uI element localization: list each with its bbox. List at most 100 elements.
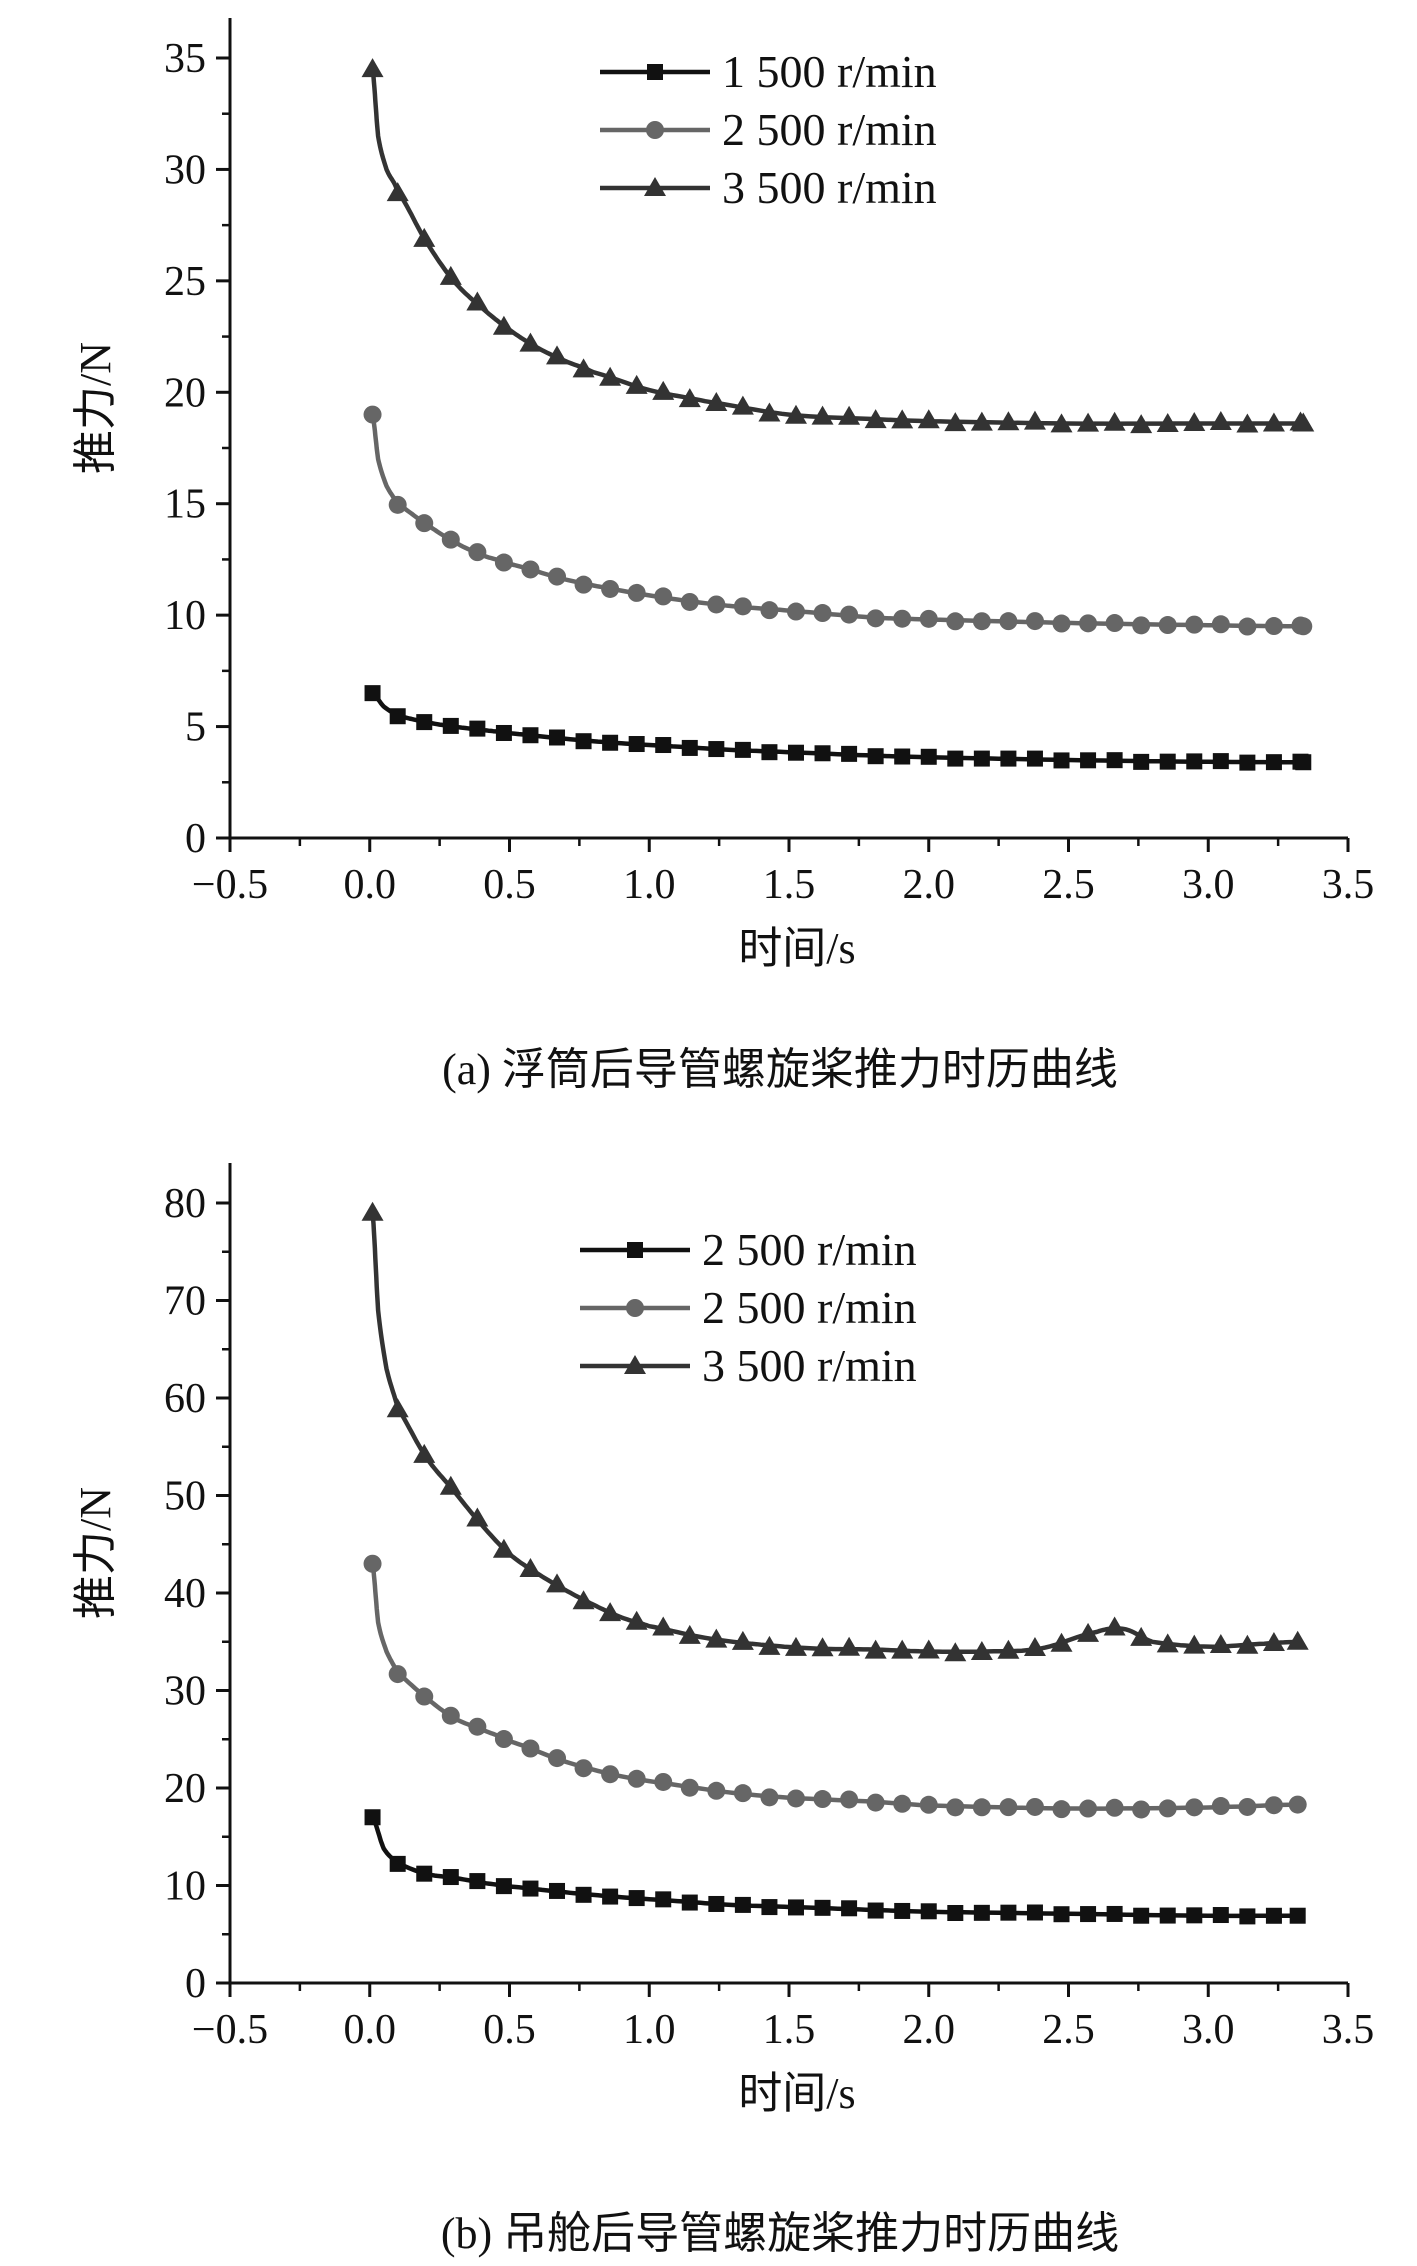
series-0-marker — [1026, 750, 1043, 767]
legend-item-0: 2 500 r/min — [580, 1224, 917, 1275]
series-1-marker — [919, 609, 938, 628]
series-0-marker — [894, 1902, 911, 1919]
panel-b-chart: −0.5 0.0 0.5 1.0 1.5 2.0 2.5 3.0 3.5 0 10 20 30 40 50 6… — [71, 1163, 1374, 2118]
series-1-marker — [813, 604, 832, 623]
series-2-marker — [439, 1475, 462, 1495]
series-2-marker — [997, 1639, 1020, 1659]
series-0-marker — [734, 741, 751, 758]
series-0-marker — [628, 736, 645, 753]
series-1-marker — [786, 602, 805, 621]
series-1-line — [370, 1563, 1298, 1811]
series-0-marker — [1053, 1906, 1070, 1923]
series-1-marker — [893, 609, 912, 628]
series-2-marker — [970, 411, 993, 431]
x-tick-label: 1.0 — [623, 2007, 676, 2053]
series-0-marker — [867, 1902, 884, 1919]
series-2-marker — [705, 391, 728, 411]
series-1-marker — [654, 1772, 673, 1791]
series-2-marker — [1156, 413, 1179, 433]
legend-label: 3 500 r/min — [702, 1340, 917, 1391]
x-tick-label: −0.5 — [192, 2007, 268, 2053]
series-2-marker — [1262, 1632, 1285, 1652]
series-2-marker — [997, 411, 1020, 431]
series-2-marker — [599, 1602, 622, 1622]
panel-b-caption: (b) 吊舱后导管螺旋桨推力时历曲线 — [441, 2209, 1119, 2258]
series-2 — [361, 1201, 1309, 1662]
x-tick-label: 2.0 — [903, 2007, 956, 2053]
series-2-marker — [864, 1639, 887, 1659]
series-2-marker — [625, 374, 648, 394]
panel-a-chart: −0.5 0.0 0.5 1.0 1.5 2.0 2.5 3.0 3.5 0 5 10 15 20 25 30… — [71, 18, 1374, 973]
series-2-marker — [1183, 1634, 1206, 1654]
series-1-marker — [1264, 1796, 1283, 1815]
series-2-marker — [519, 332, 542, 352]
series-0-marker — [787, 1899, 804, 1916]
x-tick-label: 2.0 — [903, 862, 956, 908]
series-2-marker — [1236, 1634, 1259, 1654]
x-tick-label: 0.0 — [344, 2007, 397, 2053]
legend-item-1: 2 500 r/min — [600, 104, 937, 155]
series-2 — [361, 58, 1315, 434]
series-1-marker — [627, 583, 646, 602]
y-tick-label: 0 — [185, 816, 206, 862]
y-tick-label: 10 — [164, 593, 206, 639]
series-2-marker — [917, 409, 940, 429]
series-2-marker — [784, 404, 807, 424]
x-tick-label: 0.5 — [483, 2007, 536, 2053]
x-tick-label: −0.5 — [192, 862, 268, 908]
series-2-marker — [1130, 1626, 1153, 1646]
series-0-marker — [787, 744, 804, 761]
y-tick-label: 30 — [164, 147, 206, 193]
series-1-marker — [707, 595, 726, 614]
series-0-marker — [1133, 1907, 1150, 1924]
series-0-marker — [841, 1900, 858, 1917]
series-1-marker — [760, 601, 779, 620]
y-tick-label: 20 — [164, 1766, 206, 1812]
series-1-marker — [1185, 1798, 1204, 1817]
y-tick-label: 80 — [164, 1181, 206, 1227]
series-1-line — [370, 414, 1304, 629]
series-0-marker — [1159, 753, 1176, 770]
series-0-marker — [1239, 754, 1256, 771]
series-0-marker — [867, 748, 884, 765]
series-1-marker — [999, 612, 1018, 631]
series-0-marker — [1133, 753, 1150, 770]
x-tick-label: 1.5 — [763, 862, 816, 908]
series-1-marker — [388, 1665, 407, 1684]
y-tick-label: 5 — [185, 705, 206, 751]
series-2-marker — [917, 1639, 940, 1659]
series-0-marker — [894, 748, 911, 765]
series-0-marker — [1000, 1904, 1017, 1921]
series-0-marker — [469, 1873, 486, 1890]
series-1-marker — [733, 1784, 752, 1803]
series-2-marker — [758, 402, 781, 422]
series-0-marker — [761, 1899, 778, 1916]
series-1-marker — [893, 1794, 912, 1813]
series-0-marker — [841, 745, 858, 762]
series-2-marker — [361, 1201, 384, 1221]
series-0-marker — [1239, 1908, 1256, 1925]
series-2-marker — [864, 409, 887, 429]
legend-label: 1 500 r/min — [722, 46, 937, 97]
series-0-marker — [364, 685, 381, 702]
y-tick-label: 10 — [164, 1864, 206, 1910]
series-1-marker — [1288, 1795, 1307, 1814]
series-0-marker — [1000, 750, 1017, 767]
y-tick-label: 25 — [164, 259, 206, 305]
series-2-marker — [413, 1443, 436, 1463]
series-2-marker — [784, 1636, 807, 1656]
legend-marker — [627, 1242, 643, 1258]
series-0-marker — [416, 1865, 433, 1882]
series-0-marker — [522, 1880, 539, 1897]
series-2-marker — [1023, 410, 1046, 430]
series-2-marker — [466, 291, 489, 311]
series-0-marker — [655, 737, 672, 754]
series-0-marker — [947, 1904, 964, 1921]
legend-item-1: 2 500 r/min — [580, 1282, 917, 1333]
series-0-marker — [522, 727, 539, 744]
y-tick-label: 20 — [164, 370, 206, 416]
series-2-marker — [944, 1642, 967, 1662]
series-2-marker — [678, 1624, 701, 1644]
series-1-marker — [1079, 1799, 1098, 1818]
series-2-marker — [572, 1590, 595, 1610]
